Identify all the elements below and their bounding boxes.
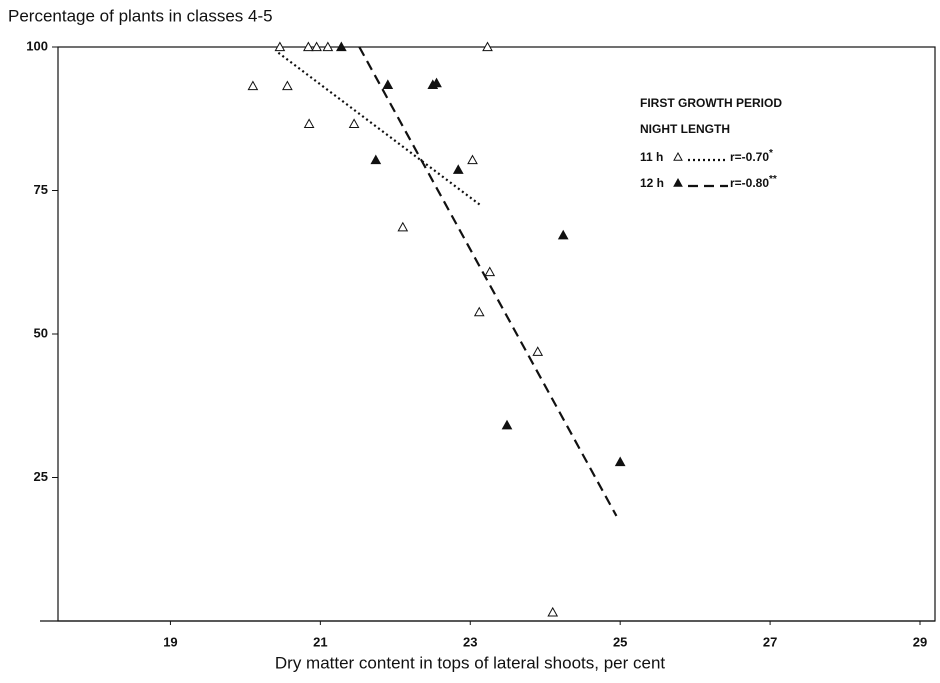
point: [282, 80, 293, 91]
point: [484, 266, 496, 277]
point: [274, 41, 286, 52]
legend-marker: [673, 151, 683, 161]
legend-r: r=-0.80**: [730, 174, 777, 191]
point: [482, 41, 493, 52]
legend-title: FIRST GROWTH PERIOD: [640, 96, 782, 110]
legend-r-value: r=-0.70: [730, 150, 769, 164]
point: [322, 41, 334, 52]
chart-title: Percentage of plants in classes 4-5: [8, 6, 273, 25]
point: [335, 41, 347, 52]
point: [382, 79, 394, 89]
point: [397, 221, 409, 232]
point: [247, 80, 259, 91]
point: [348, 118, 360, 129]
legend-title: NIGHT LENGTH: [640, 122, 730, 136]
x-tick-label: 27: [763, 634, 777, 649]
point: [614, 456, 626, 467]
legend-r: r=-0.70*: [730, 148, 773, 165]
x-tick-label: 25: [613, 634, 627, 649]
regression-line: [277, 51, 481, 206]
x-tick-label: 19: [163, 634, 177, 649]
point: [452, 164, 464, 174]
legend-significance: *: [769, 148, 773, 159]
point: [501, 419, 513, 430]
y-tick-label: 50: [34, 325, 48, 340]
legend-label: 12 h: [640, 176, 664, 190]
y-tick-label: 25: [34, 469, 48, 484]
point: [311, 41, 322, 52]
point: [473, 306, 485, 317]
plot-frame: [57, 46, 936, 622]
legend-significance: **: [769, 174, 777, 185]
point: [532, 346, 544, 356]
point: [547, 606, 559, 617]
point: [431, 77, 442, 88]
y-tick-label: 75: [34, 182, 48, 197]
legend-r-value: r=-0.80: [730, 176, 769, 190]
legend-label: 11 h: [640, 150, 663, 164]
x-axis-label: Dry matter content in tops of lateral sh…: [275, 653, 666, 672]
point: [303, 118, 315, 129]
x-tick-label: 29: [913, 634, 927, 649]
point: [467, 154, 478, 165]
point: [557, 229, 569, 240]
point: [303, 41, 314, 52]
x-tick-label: 23: [463, 634, 477, 649]
legend-marker: [673, 177, 683, 187]
regression-line: [358, 46, 618, 517]
x-tick-label: 21: [313, 634, 327, 649]
y-tick-label: 100: [26, 38, 48, 53]
point: [370, 154, 382, 165]
